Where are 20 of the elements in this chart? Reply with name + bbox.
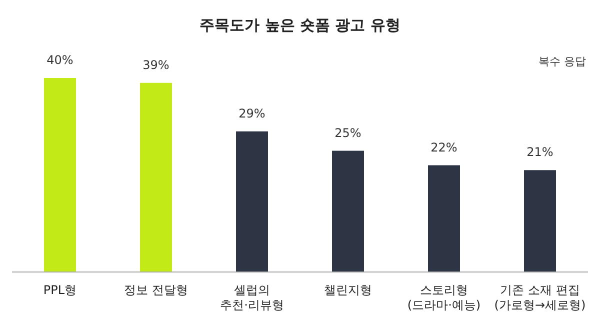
bar — [44, 78, 76, 272]
x-tick-label: PPL형 — [43, 283, 77, 297]
bar — [332, 150, 364, 272]
data-label: 25% — [334, 126, 362, 140]
data-label: 22% — [430, 140, 458, 154]
x-tick-label: 셀럽의 추천·리뷰형 — [220, 283, 284, 312]
text: 복수 응답 — [538, 54, 586, 69]
bar — [140, 82, 172, 272]
chart-title: 주목도가 높은 숏폼 광고 유형 — [198, 16, 402, 35]
bar — [524, 170, 556, 272]
bar — [428, 165, 460, 272]
data-label: 21% — [526, 145, 554, 160]
x-tick-label: 기존 소재 편집 (가로형→세로형) — [494, 283, 586, 312]
data-label: 40% — [46, 53, 74, 67]
data-label: 29% — [238, 106, 266, 120]
bar — [236, 131, 268, 272]
x-tick-label: 스토리형 (드라마·예능) — [407, 283, 481, 312]
x-tick-label: 정보 전달형 — [124, 283, 188, 297]
data-label: 39% — [142, 58, 170, 72]
x-tick-label: 챌린지형 — [324, 283, 372, 297]
